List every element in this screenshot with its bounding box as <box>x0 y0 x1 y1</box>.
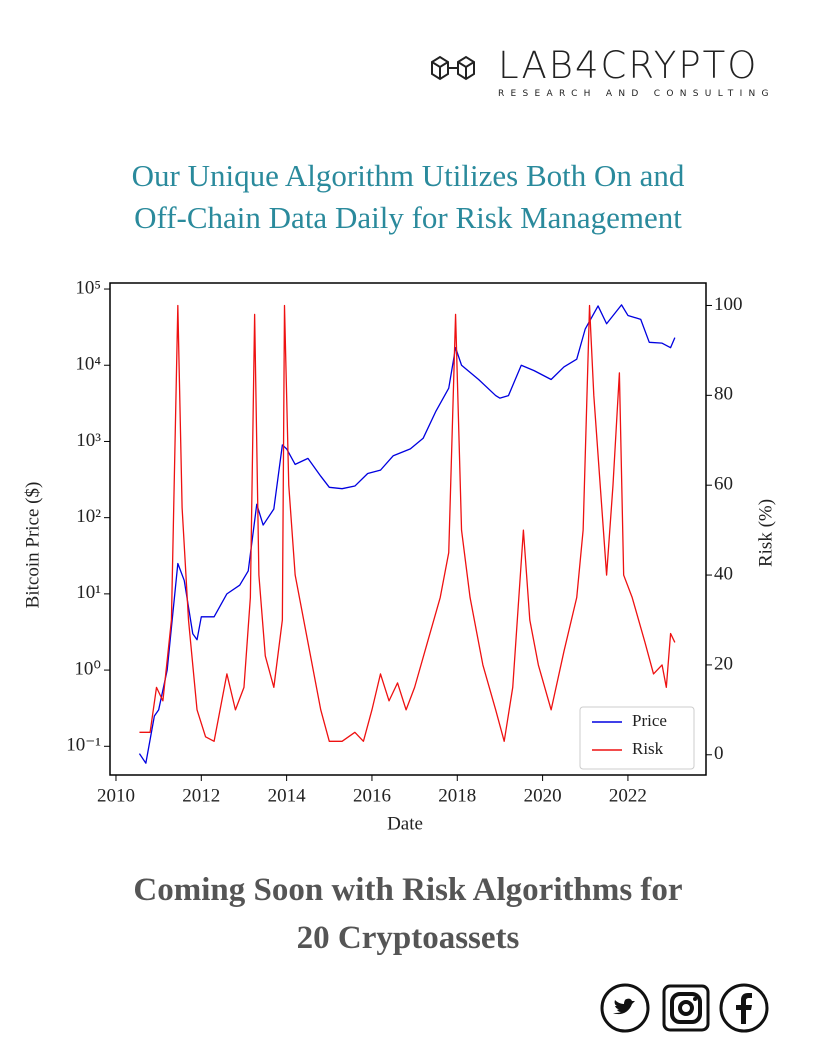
legend-label: Risk <box>632 739 664 758</box>
x-tick-label: 2010 <box>97 785 135 806</box>
brand: LAB4CRYPTO <box>498 44 759 87</box>
y2-tick-label: 80 <box>714 384 733 405</box>
x-tick-label: 2016 <box>353 785 391 806</box>
footer-line: 20 Cryptoassets <box>296 920 520 956</box>
headline: Our Unique Algorithm Utilizes Both On an… <box>0 155 816 239</box>
facebook-icon[interactable] <box>719 983 769 1033</box>
x-tick-label: 2018 <box>438 785 476 806</box>
y2-axis-label: Risk (%) <box>755 499 776 567</box>
social-icons[interactable] <box>596 980 776 1036</box>
instagram-icon[interactable] <box>662 984 710 1032</box>
y2-tick-label: 0 <box>714 743 724 764</box>
series-line <box>138 304 676 764</box>
x-tick-label: 2022 <box>609 785 647 806</box>
y-tick-label: 10⁴ <box>75 354 101 375</box>
x-tick-label: 2014 <box>268 785 307 806</box>
series-line <box>139 304 676 742</box>
twitter-icon[interactable] <box>600 983 650 1033</box>
y2-tick-label: 100 <box>714 294 743 315</box>
y2-tick-label: 40 <box>714 563 733 584</box>
headline-line: Off-Chain Data Daily for Risk Management <box>134 200 682 235</box>
y-tick-label: 10² <box>76 506 101 527</box>
y-tick-label: 10³ <box>76 430 101 451</box>
y-axis-label: Bitcoin Price ($) <box>22 482 43 609</box>
y-tick-label: 10¹ <box>76 582 101 603</box>
y2-tick-label: 20 <box>714 653 733 674</box>
x-tick-label: 2020 <box>524 785 562 806</box>
y-tick-label: 10⁰ <box>74 658 101 679</box>
x-tick-label: 2012 <box>182 785 220 806</box>
footer-line: Coming Soon with Risk Algorithms for <box>133 872 683 908</box>
y-tick-label: 10⁵ <box>75 277 101 298</box>
x-axis-label: Date <box>387 813 423 834</box>
headline-line: Our Unique Algorithm Utilizes Both On an… <box>131 158 685 193</box>
y-tick-label: 10⁻¹ <box>66 735 101 756</box>
footer: Coming Soon with Risk Algorithms for 20 … <box>0 866 816 962</box>
legend-label: Price <box>632 711 667 730</box>
chart: 2010 2012 2014 2016 2018 2020 2022 10⁻¹ 10⁰ 10¹ 10… <box>22 277 776 834</box>
logo-icon <box>431 55 475 81</box>
y2-tick-label: 60 <box>714 474 733 495</box>
tagline: RESEARCH AND CONSULTING <box>498 89 775 99</box>
plot-frame <box>109 282 707 776</box>
